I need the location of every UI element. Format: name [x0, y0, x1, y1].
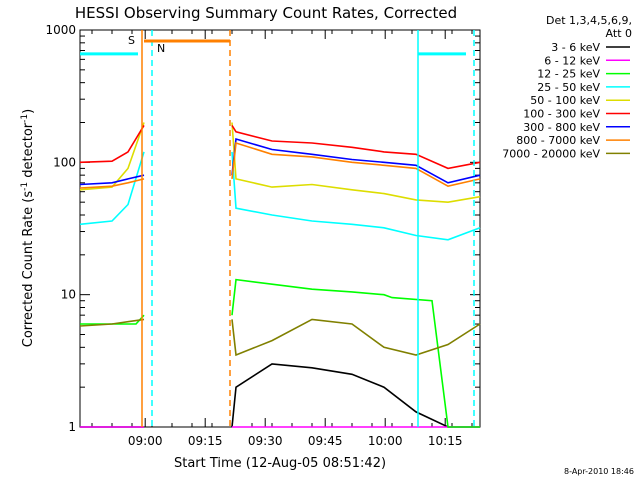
saa-flag-label: S — [128, 34, 135, 47]
legend-label: 50 - 100 keV — [530, 94, 600, 107]
series-line-800-7000keV — [231, 141, 481, 188]
x-tick-label: 10:00 — [368, 434, 403, 448]
x-axis-label: Start Time (12-Aug-05 08:51:42) — [174, 456, 386, 471]
series-layer — [79, 122, 481, 428]
plot-area — [79, 29, 481, 428]
legend-label: 3 - 6 keV — [551, 41, 600, 54]
legend-label: 25 - 50 keV — [537, 81, 600, 94]
series-line-300-800keV — [231, 137, 481, 184]
legend-label: 100 - 300 keV — [523, 108, 600, 121]
series-line-25-50keV — [231, 151, 481, 241]
y-tick-label: 10 — [61, 288, 76, 302]
x-tick-label: 09:15 — [188, 434, 223, 448]
legend-label: 6 - 12 keV — [544, 54, 600, 67]
series-line-100-300keV — [231, 124, 481, 170]
legend-label: 12 - 25 keV — [537, 68, 600, 81]
series-line-3-6keV — [231, 363, 480, 428]
x-tick-label: 09:30 — [248, 434, 283, 448]
x-tick-label: 09:00 — [128, 434, 163, 448]
legend-label: 300 - 800 keV — [523, 121, 600, 134]
y-tick-label: 100 — [53, 155, 76, 169]
series-line-25-50keV — [79, 151, 145, 226]
marker-layer: SN — [80, 30, 475, 427]
series-line-50-100keV — [79, 122, 145, 191]
chart-title: HESSI Observing Summary Count Rates, Cor… — [75, 4, 457, 22]
legend-label: 800 - 7000 keV — [516, 134, 600, 147]
legend-header-line2: Att 0 — [606, 27, 632, 40]
series-line-12-25keV — [231, 278, 480, 428]
legend-label: 7000 - 20000 keV — [502, 147, 600, 160]
series-line-7000-20000keV — [79, 318, 145, 327]
x-tick-label: 09:45 — [308, 434, 343, 448]
series-line-50-100keV — [231, 122, 481, 204]
series-line-300-800keV — [79, 174, 145, 186]
night-flag-label: N — [157, 42, 165, 55]
timestamp: 8-Apr-2010 18:46 — [564, 467, 634, 476]
axes-ticks: 1 10 100 1000 09:00 09:15 09:30 09:45 10:00 10:15 — [45, 23, 480, 448]
y-tick-label: 1 — [68, 420, 76, 434]
y-axis-label: Corrected Count Rate (s-1 detector-1) — [20, 109, 36, 347]
y-tick-label: 1000 — [45, 23, 76, 37]
series-line-800-7000keV — [79, 178, 145, 189]
series-line-100-300keV — [79, 124, 145, 164]
x-tick-label: 10:15 — [428, 434, 463, 448]
legend-header-line1: Det 1,3,4,5,6,9, — [546, 14, 632, 27]
series-line-7000-20000keV — [231, 318, 481, 357]
series-line-12-25keV — [80, 314, 145, 325]
